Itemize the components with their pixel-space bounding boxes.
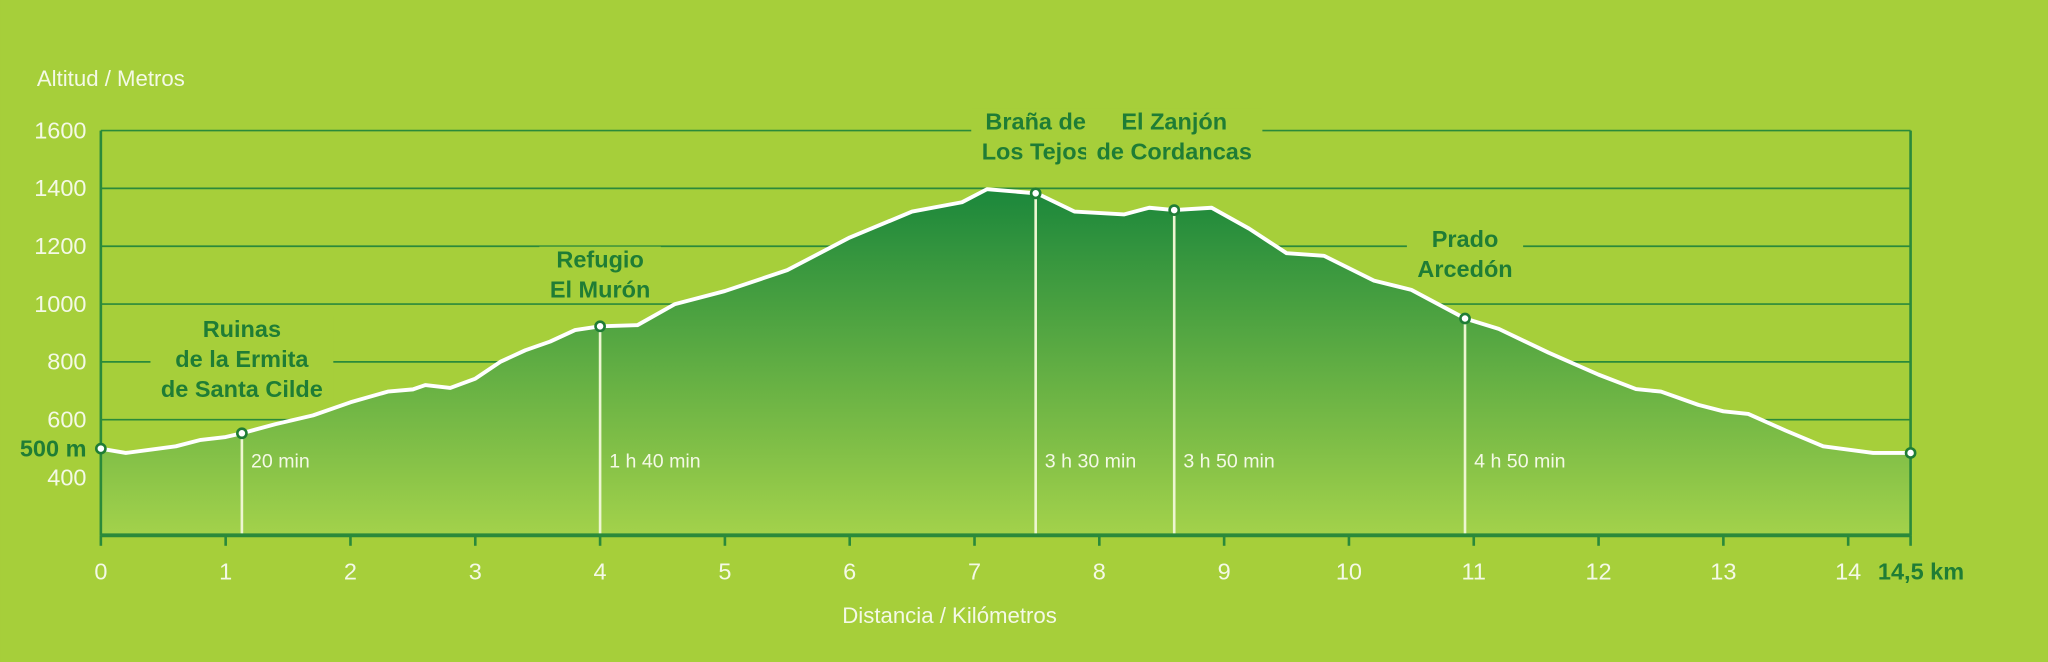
waypoint-label-line: El Murón bbox=[550, 277, 651, 303]
x-tick-label: 14 bbox=[1835, 559, 1861, 585]
waypoint-marker bbox=[236, 427, 248, 440]
waypoint-time: 3 h 30 min bbox=[1045, 450, 1136, 472]
waypoint-marker bbox=[1459, 312, 1471, 325]
y-tick-label: 600 bbox=[47, 407, 86, 433]
x-tick-label: 7 bbox=[968, 559, 981, 585]
waypoint-marker bbox=[594, 320, 606, 333]
waypoint-time: 20 min bbox=[251, 450, 310, 472]
y-tick-label: 1000 bbox=[34, 291, 86, 317]
waypoint-label: El Zanjón de Cordancas bbox=[1086, 108, 1263, 165]
waypoint-label-line: Los Tejos bbox=[982, 138, 1090, 164]
x-tick-label: 14,5 km bbox=[1878, 559, 1964, 585]
x-axis-title: Distancia / Kilómetros bbox=[842, 603, 1057, 628]
x-tick-label: 13 bbox=[1710, 559, 1736, 585]
y-tick-label: 1400 bbox=[34, 175, 86, 201]
y-tick-label: 400 bbox=[47, 464, 86, 490]
waypoint-marker bbox=[1168, 204, 1181, 216]
x-tick-label: 0 bbox=[94, 559, 107, 585]
waypoint-label-line: Ruinas bbox=[203, 316, 281, 342]
waypoint-label: Braña de Los Tejos bbox=[971, 108, 1101, 165]
x-tick-label: 9 bbox=[1218, 559, 1231, 585]
waypoint-label-line: de Santa Cilde bbox=[161, 376, 323, 402]
waypoint-label-line: de la Ermita bbox=[175, 346, 309, 372]
waypoint-label-bg bbox=[971, 108, 1101, 165]
waypoint-marker bbox=[1029, 187, 1042, 200]
y-tick-label: 500 m bbox=[20, 435, 87, 461]
waypoint-label-line: Prado bbox=[1432, 226, 1499, 252]
waypoint-label-line: de Cordancas bbox=[1097, 138, 1252, 164]
x-tick-label: 2 bbox=[344, 559, 357, 585]
x-tick-label: 12 bbox=[1585, 559, 1611, 585]
waypoint-label-bg bbox=[150, 315, 334, 402]
y-tick-label: 1600 bbox=[34, 117, 86, 143]
endpoint-marker bbox=[1904, 447, 1917, 459]
waypoint-time: 1 h 40 min bbox=[609, 450, 700, 472]
waypoint-label: Prado Arcedón bbox=[1406, 225, 1524, 282]
waypoint-label-line: Arcedón bbox=[1417, 256, 1512, 282]
waypoint-label-line: El Zanjón bbox=[1121, 108, 1227, 134]
x-tick-label: 11 bbox=[1462, 559, 1486, 585]
elevation-area bbox=[100, 189, 1911, 536]
waypoint-label-bg bbox=[539, 246, 661, 303]
endpoint-marker bbox=[94, 442, 107, 455]
waypoint-label: Ruinas de la Ermita de Santa Cilde bbox=[150, 315, 334, 402]
y-tick-label: 800 bbox=[47, 349, 86, 375]
waypoint-label-line: Braña de bbox=[985, 108, 1086, 134]
waypoint-time: 4 h 50 min bbox=[1474, 450, 1565, 472]
waypoint-time: 3 h 50 min bbox=[1183, 450, 1274, 472]
x-tick-label: 5 bbox=[718, 559, 731, 585]
x-tick-label: 4 bbox=[594, 559, 607, 585]
y-tick-label: 1200 bbox=[34, 233, 86, 259]
x-tick-label: 6 bbox=[843, 559, 856, 585]
x-tick-label: 3 bbox=[469, 559, 482, 585]
waypoint-label: Refugio El Murón bbox=[539, 246, 661, 303]
x-tick-label: 10 bbox=[1336, 559, 1362, 585]
waypoint-label-bg bbox=[1406, 225, 1524, 282]
x-tick-label: 1 bbox=[219, 559, 232, 585]
y-axis-title: Altitud / Metros bbox=[37, 66, 185, 91]
x-tick-label: 8 bbox=[1093, 559, 1106, 585]
elevation-line bbox=[100, 187, 1911, 455]
waypoint-label-line: Refugio bbox=[556, 247, 643, 273]
waypoint-label-bg bbox=[1086, 108, 1263, 165]
